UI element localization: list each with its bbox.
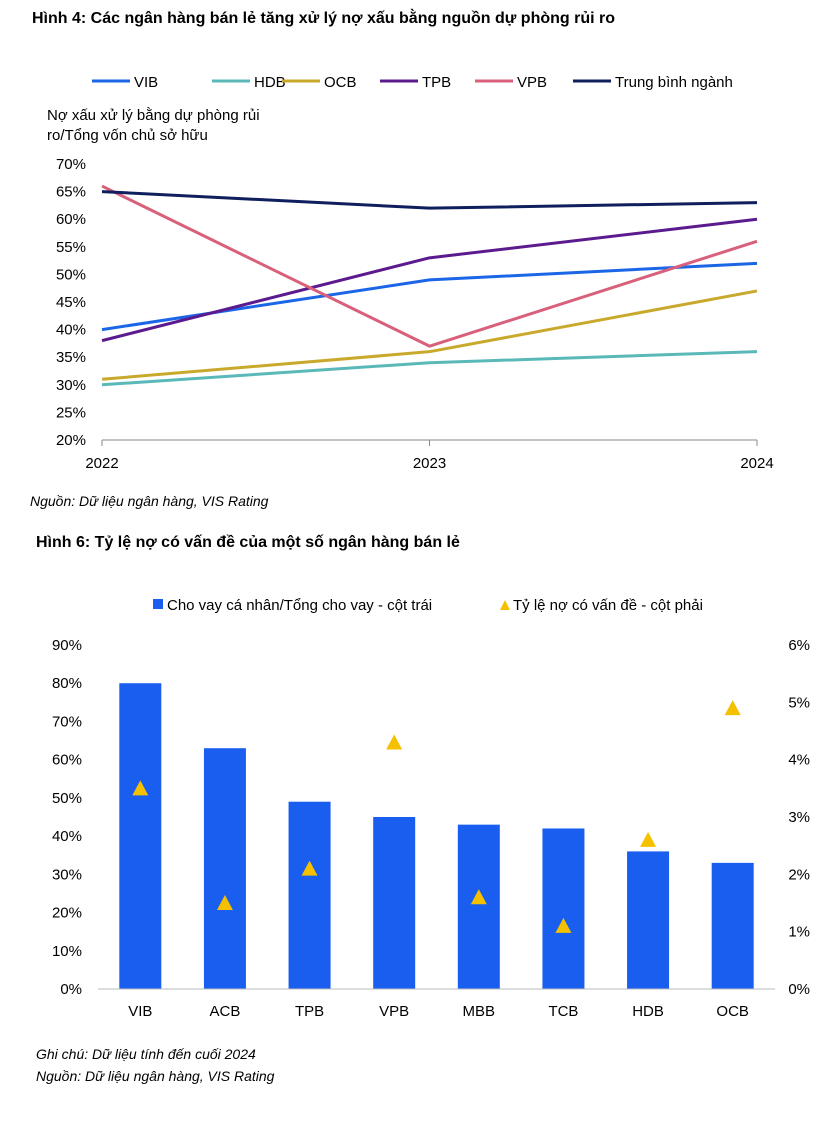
y-tick-label: 50% xyxy=(56,266,86,283)
marker-tpb xyxy=(301,860,318,876)
y-left-tick-label: 20% xyxy=(52,905,82,922)
x-tick-label: OCB xyxy=(716,1003,749,1020)
y-left-tick-label: 50% xyxy=(52,790,82,807)
y-tick-label: 35% xyxy=(56,349,86,366)
x-tick-label: 2024 xyxy=(740,455,773,472)
y-tick-label: 30% xyxy=(56,377,86,394)
bar-acb xyxy=(203,748,246,989)
y-axis-label-line: ro/Tổng vốn chủ sở hữu xyxy=(47,127,208,144)
y-tick-label: 20% xyxy=(56,432,86,449)
marker-tcb xyxy=(555,917,572,933)
y-left-tick-label: 70% xyxy=(52,713,82,730)
legend-label-vib: VIB xyxy=(134,74,158,91)
x-tick-label: 2023 xyxy=(413,455,446,472)
y-axis-label-line: Nợ xấu xử lý bằng dự phòng rủi xyxy=(47,107,260,124)
y-right-tick-label: 0% xyxy=(788,981,810,998)
y-tick-label: 40% xyxy=(56,322,86,339)
bar-vpb xyxy=(373,817,416,989)
bar-ocb xyxy=(711,862,754,989)
legend-label-trung-bình-ngành: Trung bình ngành xyxy=(615,74,733,91)
legend-swatch-markers xyxy=(500,600,510,610)
legend-swatch-bars xyxy=(153,599,163,609)
y-tick-label: 55% xyxy=(56,239,86,256)
y-right-tick-label: 5% xyxy=(788,694,810,711)
marker-hdb xyxy=(640,831,657,847)
legend-label-markers: Tỷ lệ nợ có vấn đề - cột phải xyxy=(513,597,703,614)
x-tick-label: MBB xyxy=(463,1003,496,1020)
figure6-title: Hình 6: Tỷ lệ nợ có vấn đề của một số ng… xyxy=(36,534,460,551)
y-left-tick-label: 90% xyxy=(52,637,82,654)
figure4-title: Hình 4: Các ngân hàng bán lẻ tăng xử lý … xyxy=(32,10,615,27)
y-left-tick-label: 60% xyxy=(52,752,82,769)
bar-vib xyxy=(119,683,162,989)
x-tick-label: 2022 xyxy=(85,455,118,472)
bar-hdb xyxy=(627,851,670,989)
figure6-source: Nguồn: Dữ liệu ngân hàng, VIS Rating xyxy=(36,1068,275,1084)
marker-ocb xyxy=(724,700,741,716)
y-tick-label: 45% xyxy=(56,294,86,311)
x-tick-label: VIB xyxy=(128,1003,152,1020)
y-left-tick-label: 10% xyxy=(52,943,82,960)
series-line-tpb xyxy=(101,217,758,343)
figure6-note: Ghi chú: Dữ liệu tính đến cuối 2024 xyxy=(36,1046,256,1062)
marker-mbb xyxy=(470,889,487,905)
y-left-tick-label: 40% xyxy=(52,828,82,845)
y-tick-label: 65% xyxy=(56,184,86,201)
y-tick-label: 25% xyxy=(56,404,86,421)
legend-label-ocb: OCB xyxy=(324,74,357,91)
series-line-vpb xyxy=(101,184,758,348)
y-right-tick-label: 3% xyxy=(788,809,810,826)
chart-problem-loans-bars: Cho vay cá nhân/Tổng cho vay - cột trái T… xyxy=(52,597,810,1020)
bar-tcb xyxy=(542,828,585,989)
series-line-ocb xyxy=(101,289,758,381)
y-tick-label: 70% xyxy=(56,156,86,173)
marker-vpb xyxy=(386,734,403,750)
y-tick-label: 60% xyxy=(56,211,86,228)
series-line-hdb xyxy=(101,350,758,387)
series-line-trung-bình-ngành xyxy=(101,190,758,210)
x-tick-label: TCB xyxy=(548,1003,578,1020)
legend-label-bars: Cho vay cá nhân/Tổng cho vay - cột trái xyxy=(167,597,432,614)
legend-label-tpb: TPB xyxy=(422,74,451,91)
chart-npl-provision-lines: VIB HDB OCB TPB VPB Trung bình ngành Nợ xấu xử… xyxy=(47,74,774,472)
marker-acb xyxy=(216,895,233,910)
x-tick-label: ACB xyxy=(210,1003,241,1020)
y-left-tick-label: 80% xyxy=(52,675,82,692)
bar-mbb xyxy=(457,824,500,989)
marker-vib xyxy=(132,780,149,796)
x-tick-label: VPB xyxy=(379,1003,409,1020)
y-left-tick-label: 0% xyxy=(60,981,82,998)
y-right-tick-label: 4% xyxy=(788,752,810,769)
y-left-tick-label: 30% xyxy=(52,866,82,883)
legend-label-hdb: HDB xyxy=(254,74,286,91)
y-right-tick-label: 6% xyxy=(788,637,810,654)
bar-tpb xyxy=(288,801,331,989)
x-tick-label: TPB xyxy=(295,1003,324,1020)
y-right-tick-label: 2% xyxy=(788,866,810,883)
figure4-source: Nguồn: Dữ liệu ngân hàng, VIS Rating xyxy=(30,493,269,509)
legend-label-vpb: VPB xyxy=(517,74,547,91)
x-tick-label: HDB xyxy=(632,1003,664,1020)
y-right-tick-label: 1% xyxy=(788,924,810,941)
